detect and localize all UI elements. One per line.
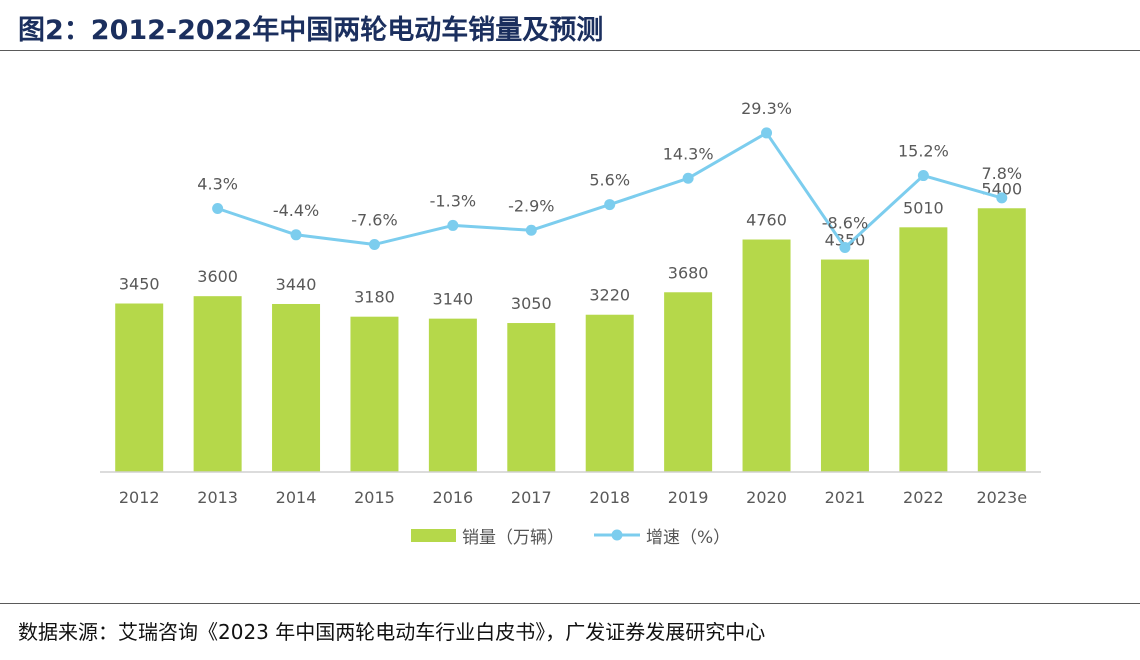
x-tick-2018: 2018 <box>589 488 630 507</box>
bar-label-2017: 3050 <box>511 294 552 313</box>
x-tick-2022: 2022 <box>903 488 944 507</box>
bar-2019 <box>664 292 713 472</box>
bar-label-2016: 3140 <box>433 290 474 309</box>
bar-2018 <box>585 314 634 472</box>
growth-line <box>217 131 1003 249</box>
growth-value-labels: 4.3% -4.4% -7.6% -1.3% -2.9% 5.6% 14.3% 29.3% -8… <box>197 99 1022 233</box>
growth-label-2021: -8.6% <box>822 213 868 232</box>
growth-point-2023e <box>996 192 1008 204</box>
bar-label-2015: 3180 <box>354 288 395 307</box>
bar-series <box>115 208 1026 472</box>
bar-2021 <box>820 259 869 472</box>
x-tick-2021: 2021 <box>825 488 866 507</box>
bar-2017 <box>507 323 556 472</box>
growth-point-2017 <box>525 224 537 236</box>
growth-label-2022: 15.2% <box>898 142 949 161</box>
bar-label-2022: 5010 <box>903 198 944 217</box>
x-tick-2016: 2016 <box>433 488 474 507</box>
title-divider <box>0 50 1140 51</box>
growth-point-2013 <box>212 203 224 215</box>
legend-bar-swatch <box>411 529 456 542</box>
bar-2013 <box>193 296 242 472</box>
bar-2020 <box>742 239 791 472</box>
bar-2015 <box>350 316 399 472</box>
x-tick-2013: 2013 <box>197 488 238 507</box>
growth-point-2016 <box>447 219 459 231</box>
x-tick-2023e: 2023e <box>977 488 1028 507</box>
growth-line-series <box>212 127 1008 253</box>
x-tick-2014: 2014 <box>276 488 317 507</box>
bar-label-2018: 3220 <box>589 286 630 305</box>
bar-label-2013: 3600 <box>197 267 238 286</box>
growth-point-2014 <box>290 229 302 241</box>
bar-label-2021: 4350 <box>825 231 866 250</box>
x-tick-2015: 2015 <box>354 488 395 507</box>
bar-2023e <box>977 208 1026 472</box>
legend-line-marker <box>611 529 623 541</box>
chart: 3450 3600 3440 3180 3140 3050 3220 3680 4760 4350… <box>100 99 1041 548</box>
bar-label-2020: 4760 <box>746 211 787 230</box>
bar-2014 <box>272 303 321 472</box>
bar-value-labels: 3450 3600 3440 3180 3140 3050 3220 3680 4760 4350… <box>119 179 1022 313</box>
source-divider <box>0 603 1140 604</box>
growth-point-2015 <box>368 238 380 250</box>
bar-2022 <box>899 227 948 472</box>
legend-bar-label: 销量（万辆） <box>462 528 564 548</box>
growth-label-2019: 14.3% <box>663 144 714 163</box>
legend-line-label: 增速（%） <box>646 528 730 548</box>
growth-point-2021 <box>839 241 851 253</box>
x-tick-2017: 2017 <box>511 488 552 507</box>
x-tick-2012: 2012 <box>119 488 160 507</box>
bar-label-2014: 3440 <box>276 275 317 294</box>
growth-label-2015: -7.6% <box>351 210 397 229</box>
source-note: 数据来源：艾瑞咨询《2023 年中国两轮电动车行业白皮书》，广发证券发展研究中心 <box>18 620 766 644</box>
growth-label-2020: 29.3% <box>741 99 792 118</box>
legend: 销量（万辆） 增速（%） <box>411 528 730 548</box>
bar-2012 <box>115 303 164 472</box>
bar-label-2019: 3680 <box>668 263 709 282</box>
x-tick-labels: 2012 2013 2014 2015 2016 2017 2018 2019 2020 2021… <box>119 488 1027 507</box>
growth-label-2023e: 7.8% <box>981 164 1022 183</box>
growth-label-2016: -1.3% <box>430 191 476 210</box>
growth-label-2013: 4.3% <box>197 175 238 194</box>
figure-title: 图2：2012-2022年中国两轮电动车销量及预测 <box>18 15 604 46</box>
bar-2016 <box>428 318 477 472</box>
growth-point-2018 <box>604 199 616 211</box>
growth-point-2020 <box>761 127 773 139</box>
growth-point-2019 <box>682 172 694 184</box>
growth-label-2018: 5.6% <box>589 171 630 190</box>
x-tick-2020: 2020 <box>746 488 787 507</box>
x-tick-2019: 2019 <box>668 488 709 507</box>
bar-label-2012: 3450 <box>119 275 160 294</box>
growth-label-2014: -4.4% <box>273 201 319 220</box>
growth-point-2022 <box>917 170 929 182</box>
growth-label-2017: -2.9% <box>508 196 554 215</box>
